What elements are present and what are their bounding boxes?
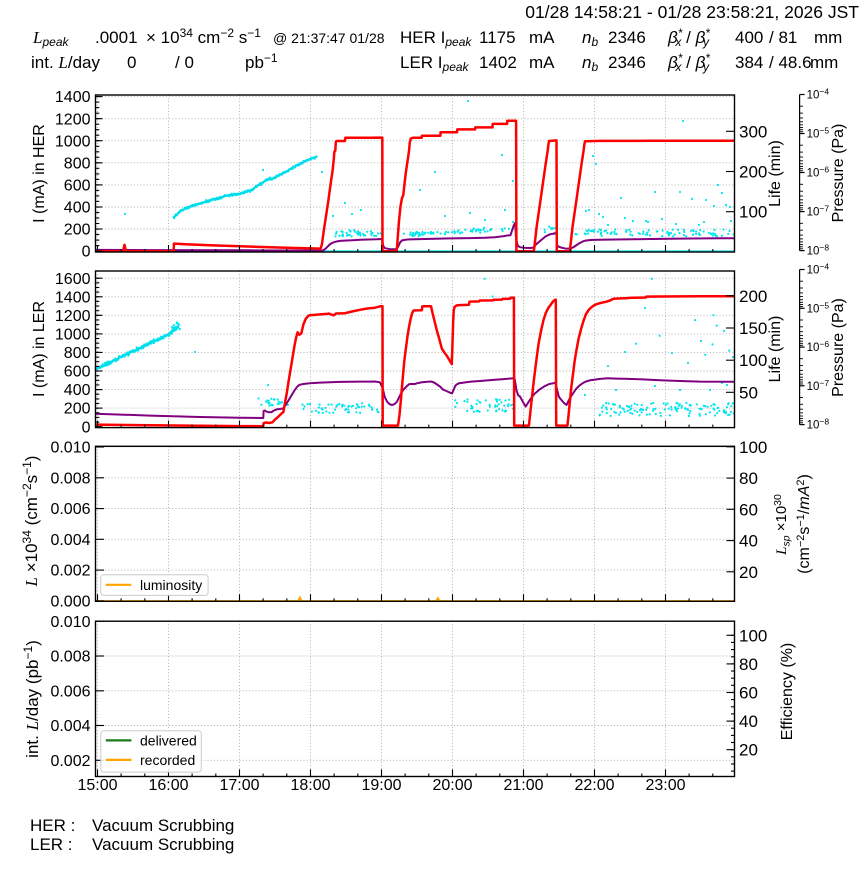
svg-text:/ 48.6: / 48.6	[769, 53, 812, 72]
svg-text:mm: mm	[814, 28, 842, 47]
svg-text:mA: mA	[529, 53, 555, 72]
svg-text:19:00: 19:00	[361, 777, 401, 794]
svg-text:100: 100	[739, 438, 767, 457]
svg-text:80: 80	[739, 655, 758, 674]
svg-text:1000: 1000	[55, 327, 91, 344]
svg-text:0.004: 0.004	[50, 718, 90, 735]
svg-text:1402: 1402	[479, 53, 517, 72]
svg-text:Pressure (Pa): Pressure (Pa)	[830, 298, 847, 397]
svg-text:Life (min): Life (min)	[767, 316, 784, 383]
svg-text:0: 0	[82, 419, 91, 436]
svg-text:Lpeak: Lpeak	[32, 28, 69, 49]
svg-text:40: 40	[739, 532, 758, 551]
svg-text:0.010: 0.010	[50, 614, 90, 631]
svg-text:1600: 1600	[55, 271, 91, 288]
svg-text:800: 800	[64, 155, 91, 172]
svg-text:0: 0	[82, 244, 91, 261]
svg-text:60: 60	[739, 684, 758, 703]
svg-text:1000: 1000	[55, 133, 91, 150]
svg-text:400: 400	[64, 200, 91, 217]
svg-text:400: 400	[64, 382, 91, 399]
svg-text:17:00: 17:00	[219, 777, 259, 794]
svg-text:60: 60	[739, 500, 758, 519]
svg-text:1200: 1200	[55, 111, 91, 128]
svg-text:mm: mm	[810, 53, 838, 72]
svg-text:50: 50	[739, 383, 758, 402]
svg-text:0.002: 0.002	[50, 753, 90, 770]
svg-text:200: 200	[64, 222, 91, 239]
svg-text:0.010: 0.010	[50, 440, 90, 457]
svg-text:@ 21:37:47 01/28: @ 21:37:47 01/28	[273, 30, 385, 46]
svg-text:20: 20	[739, 741, 758, 760]
svg-text:Vacuum Scrubbing: Vacuum Scrubbing	[92, 835, 234, 854]
svg-text:0: 0	[127, 53, 136, 72]
svg-text:luminosity: luminosity	[140, 577, 202, 593]
svg-text:(cm−2s−1/mA2): (cm−2s−1/mA2)	[795, 474, 813, 574]
svg-text:16:00: 16:00	[148, 777, 188, 794]
svg-text:400: 400	[735, 28, 763, 47]
svg-text:800: 800	[64, 345, 91, 362]
svg-text:200: 200	[739, 287, 767, 306]
svg-text:mA: mA	[529, 28, 555, 47]
svg-text:β*x / β*y: β* x / β* y	[667, 26, 710, 49]
svg-text:0.008: 0.008	[50, 470, 90, 487]
svg-text:Life (min): Life (min)	[767, 140, 784, 207]
svg-text:18:00: 18:00	[290, 777, 330, 794]
svg-text:LER :: LER :	[30, 835, 73, 854]
svg-text:int. L/day: int. L/day	[31, 53, 101, 72]
svg-text:int. L/day (pb−1): int. L/day (pb−1)	[21, 640, 42, 758]
svg-text:delivered: delivered	[140, 733, 197, 749]
svg-text:0.006: 0.006	[50, 683, 90, 700]
svg-text:I (mA) in LER: I (mA) in LER	[31, 301, 48, 397]
svg-text:0.000: 0.000	[50, 594, 90, 611]
svg-text:600: 600	[64, 364, 91, 381]
svg-text:Efficiency (%): Efficiency (%)	[779, 643, 796, 741]
svg-text:600: 600	[64, 178, 91, 195]
svg-text:20: 20	[739, 563, 758, 582]
svg-text:1175: 1175	[479, 28, 516, 47]
svg-text:× 1034 cm−2 s−1: × 1034 cm−2 s−1	[146, 26, 261, 47]
svg-text:40: 40	[739, 712, 758, 731]
svg-text:01/28 14:58:21 - 01/28 23:58:2: 01/28 14:58:21 - 01/28 23:58:21, 2026 JS…	[525, 2, 859, 22]
svg-text:recorded: recorded	[140, 752, 195, 768]
svg-text:1400: 1400	[55, 89, 91, 106]
svg-text:1400: 1400	[55, 289, 91, 306]
svg-text:/ 81: / 81	[769, 28, 797, 47]
svg-text:21:00: 21:00	[503, 777, 543, 794]
svg-text:/ 0: / 0	[175, 53, 194, 72]
svg-text:0.008: 0.008	[50, 649, 90, 666]
svg-text:HER :: HER :	[30, 816, 75, 835]
svg-text:2346: 2346	[608, 28, 646, 47]
svg-text:Pressure (Pa): Pressure (Pa)	[830, 124, 847, 223]
svg-text:L ×1034 (cm−2s−1): L ×1034 (cm−2s−1)	[20, 456, 41, 588]
svg-text:20:00: 20:00	[432, 777, 472, 794]
svg-text:100: 100	[739, 203, 767, 222]
svg-text:1200: 1200	[55, 308, 91, 325]
svg-text:23:00: 23:00	[645, 777, 685, 794]
svg-text:β*x / β*y: β* x / β* y	[667, 51, 710, 74]
svg-text:Vacuum Scrubbing: Vacuum Scrubbing	[92, 816, 234, 835]
svg-text:100: 100	[739, 351, 767, 370]
svg-text:100: 100	[739, 626, 767, 645]
svg-text:Lsp ×1030: Lsp ×1030	[772, 494, 793, 556]
svg-text:150: 150	[739, 319, 767, 338]
svg-text:I (mA) in HER: I (mA) in HER	[31, 124, 48, 223]
svg-text:0.002: 0.002	[50, 563, 90, 580]
svg-text:200: 200	[64, 401, 91, 418]
svg-text:0.004: 0.004	[50, 532, 90, 549]
svg-text:300: 300	[739, 122, 767, 141]
svg-text:80: 80	[739, 469, 758, 488]
svg-text:384: 384	[735, 53, 763, 72]
svg-text:0.006: 0.006	[50, 501, 90, 518]
svg-text:.0001: .0001	[95, 28, 138, 47]
svg-text:15:00: 15:00	[77, 777, 117, 794]
svg-text:200: 200	[739, 163, 767, 182]
svg-text:2346: 2346	[608, 53, 646, 72]
svg-text:22:00: 22:00	[574, 777, 614, 794]
